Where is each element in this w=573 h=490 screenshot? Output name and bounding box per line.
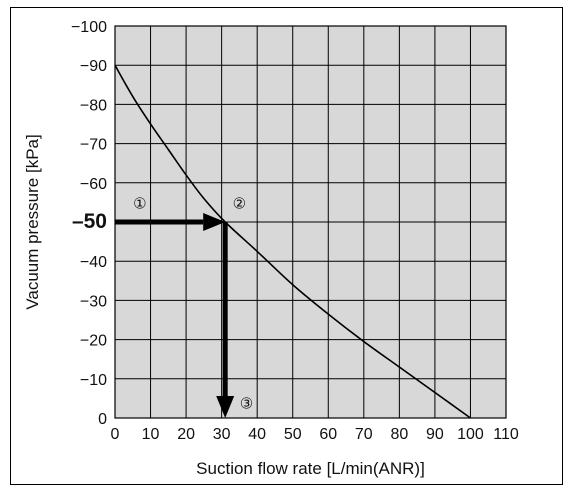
x-tick-label: 70	[355, 426, 373, 443]
x-tick-label: 0	[111, 426, 120, 443]
x-tick-label: 30	[213, 426, 231, 443]
x-tick-label: 100	[457, 426, 484, 443]
y-tick-label: −90	[80, 58, 107, 75]
x-tick-labels: 0 10 20 30 40 50 60 70 80 90 100 110	[111, 426, 519, 443]
annotation-marker: ②	[233, 195, 246, 212]
y-tick-label: 0	[98, 411, 107, 428]
x-tick-label: 40	[248, 426, 266, 443]
y-tick-label: −40	[80, 254, 107, 271]
y-tick-label: −20	[80, 333, 107, 350]
series-line	[114, 64, 471, 419]
annotations-layer: ① ② ③	[133, 195, 253, 412]
x-tick-label: 110	[493, 426, 519, 443]
y-tick-label: −80	[80, 97, 107, 114]
y-tick-label: −70	[80, 137, 107, 154]
annotation-marker: ①	[133, 195, 146, 212]
series-layer	[114, 64, 471, 419]
y-tick-label: −10	[80, 372, 107, 389]
y-tick-label: −100	[71, 19, 107, 36]
x-axis-label: Suction flow rate [L/min(ANR)]	[196, 459, 425, 478]
y-tick-label: –50	[72, 210, 107, 233]
x-tick-label: 20	[177, 426, 195, 443]
arrow-head	[216, 396, 235, 418]
x-tick-label: 80	[390, 426, 408, 443]
x-tick-label: 10	[142, 426, 160, 443]
y-tick-label: −30	[80, 293, 107, 310]
annotation-marker: ③	[240, 395, 253, 412]
arrow-head	[203, 213, 226, 231]
x-tick-label: 90	[426, 426, 444, 443]
x-tick-label: 50	[284, 426, 302, 443]
y-axis-label: Vacuum pressure [kPa]	[23, 134, 42, 309]
x-tick-label: 60	[319, 426, 337, 443]
y-tick-label: −60	[80, 176, 107, 193]
y-tick-labels: −100−90−80−70−60–50−40−30−20−100	[71, 19, 107, 428]
arrows-layer	[115, 213, 235, 418]
